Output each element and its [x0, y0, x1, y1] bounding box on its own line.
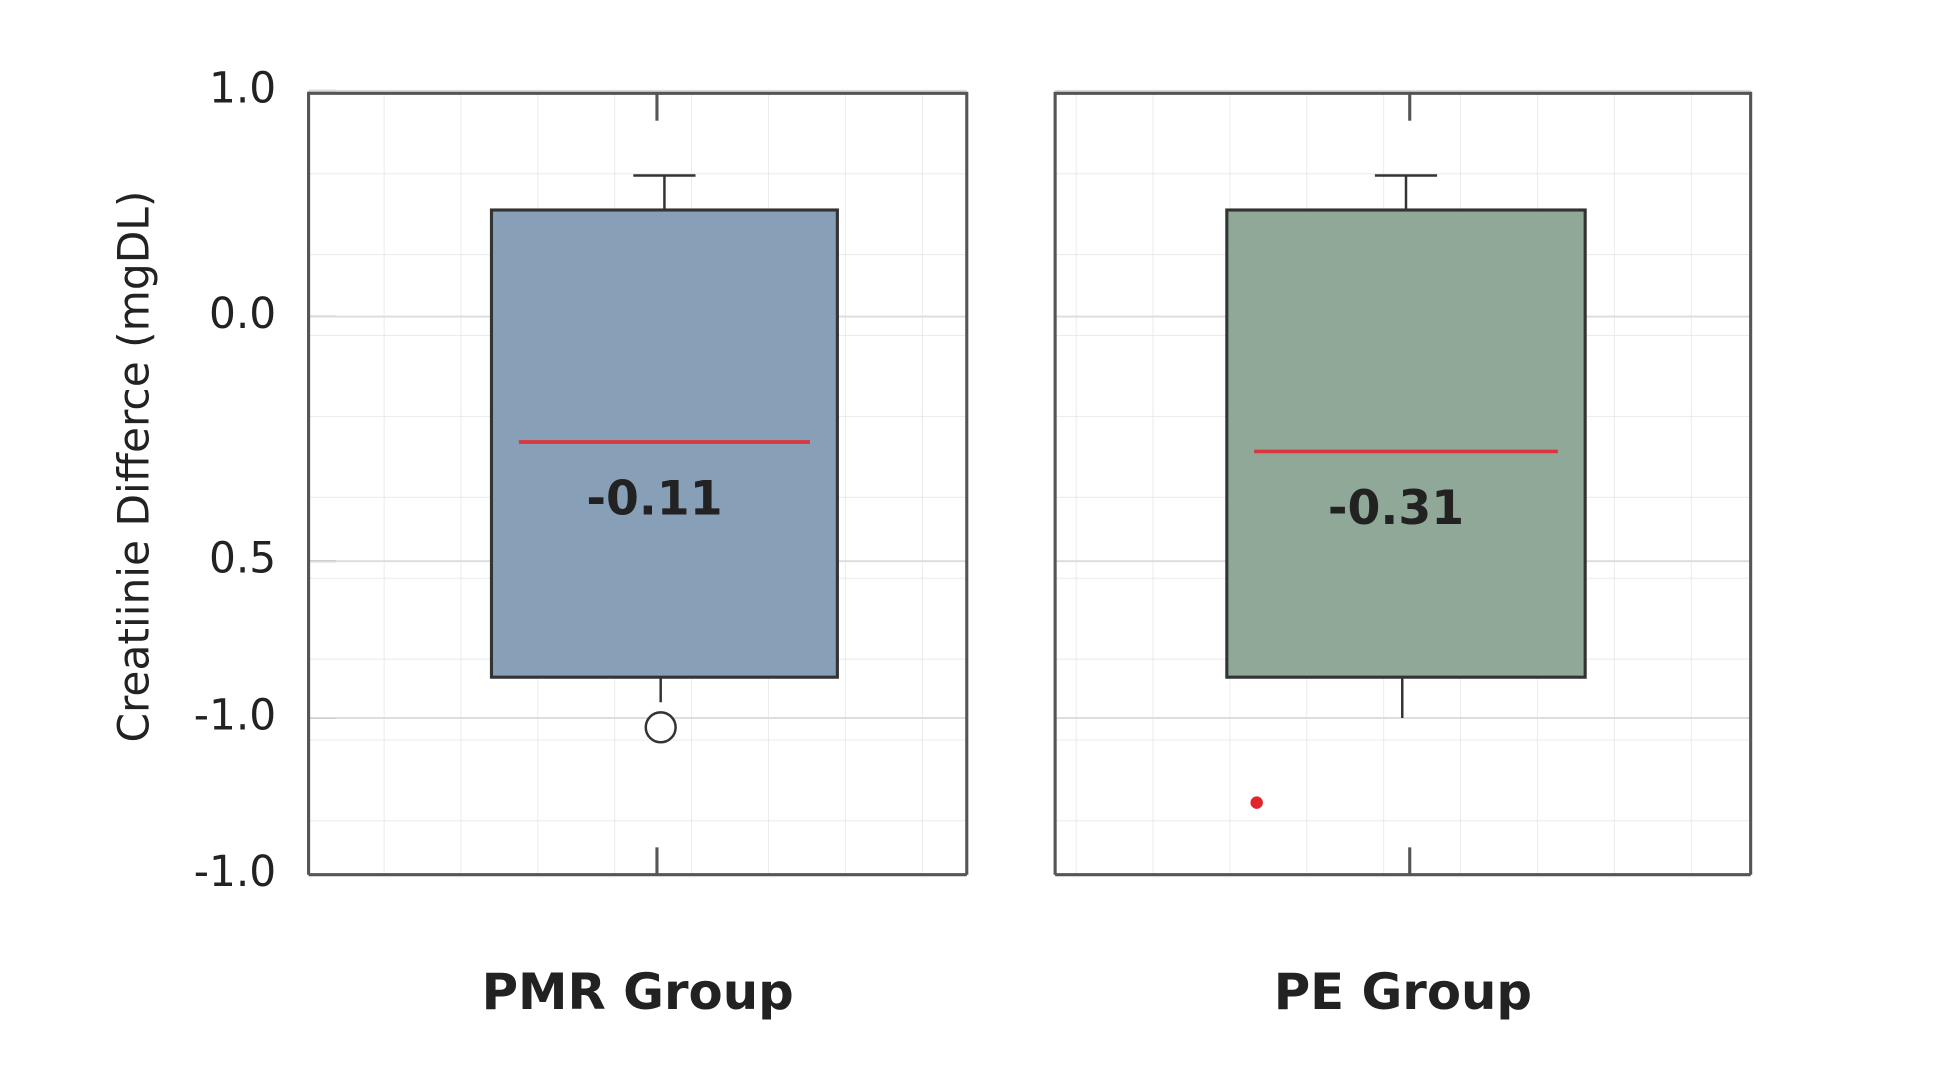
- y-tick-label: 0.5: [209, 534, 276, 583]
- x-tick-label: PMR Group: [482, 963, 794, 1021]
- median-label: -0.31: [1328, 481, 1464, 536]
- outlier: [1250, 796, 1263, 809]
- outlier: [644, 711, 677, 744]
- x-tick-label: PE Group: [1274, 963, 1532, 1021]
- y-tick-label: 1.0: [209, 63, 276, 112]
- y-tick-label: 0.0: [209, 289, 276, 338]
- median-label: -0.11: [586, 472, 722, 527]
- box: [1225, 208, 1587, 679]
- y-axis-label: Creatiinie Differce (mgDL): [109, 191, 158, 743]
- panel-frame: [1053, 91, 1753, 877]
- y-tick-label: -1.0: [194, 847, 277, 896]
- panel-frame: [307, 91, 969, 877]
- y-tick-label: -1.0: [194, 690, 277, 739]
